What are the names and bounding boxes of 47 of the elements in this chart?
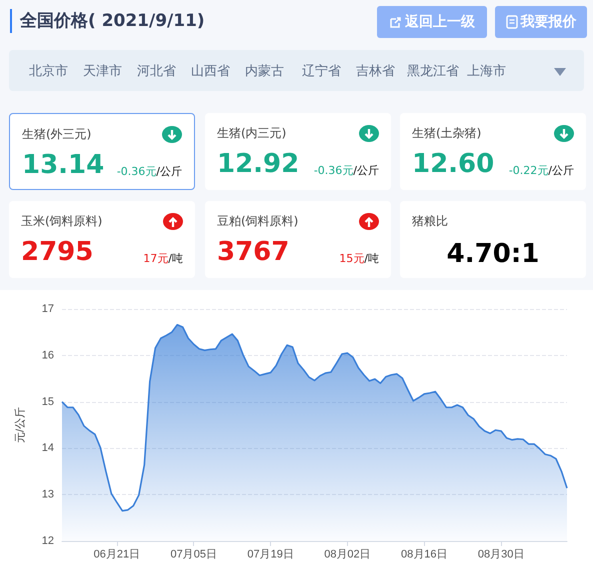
text: 猪粮比 (412, 213, 448, 230)
text: 4.70:1 (446, 239, 540, 269)
text: 2795 (21, 237, 94, 267)
text: 北京市 (29, 63, 68, 80)
y-tick-label: 12 (42, 535, 54, 547)
y-tick-label: 17 (42, 303, 54, 315)
text: 辽宁省 (302, 63, 341, 80)
text: -0.36元 (314, 164, 354, 177)
x-tick-label: 07月19日 (247, 548, 294, 560)
x-tick-label: 07月05日 (170, 548, 217, 560)
text: -0.36元 (116, 165, 156, 178)
x-tick-label: 08月30日 (478, 548, 524, 560)
text: 12.60 (412, 149, 494, 179)
text: 内蒙古 (245, 63, 284, 80)
text: -0.22元 (508, 164, 548, 177)
text: 生猪(内三元) (217, 125, 286, 142)
x-tick-label: 08月02日 (324, 548, 371, 560)
y-tick-label: 15 (42, 396, 54, 408)
text: 玉米(饲料原料) (21, 213, 102, 230)
text: 返回上一级 (405, 13, 475, 31)
text: 豆粕(饲料原料) (217, 213, 298, 230)
text: 山西省 (191, 63, 230, 80)
text: 全国价格( 2021/9/11) (10, 9, 205, 33)
text: 黑龙江省 (407, 63, 459, 80)
y-tick-label: 16 (42, 349, 54, 362)
text: 上海市 (467, 63, 506, 80)
text: 吉林省 (356, 63, 395, 80)
text: 3767 (217, 237, 290, 267)
text: /公斤 (548, 164, 574, 177)
text: 17元 (143, 252, 168, 265)
text: /吨 (364, 252, 379, 265)
text: 13.14 (22, 150, 104, 180)
text: 15元 (339, 252, 364, 265)
text: 我要报价 (520, 13, 576, 31)
x-tick-label: 08月16日 (401, 548, 448, 560)
y-tick-label: 13 (42, 488, 54, 501)
text: 生猪(外三元) (22, 126, 92, 143)
text: 12.92 (217, 149, 300, 179)
text: 天津市 (83, 63, 122, 80)
y-axis-title: 元/公斤 (14, 406, 26, 444)
x-tick-label: 06月21日 (94, 548, 140, 560)
text: 生猪(土杂猪) (412, 125, 482, 142)
y-tick-label: 14 (42, 442, 54, 454)
text: /公斤 (156, 165, 182, 178)
text: 河北省 (137, 63, 176, 80)
text: /公斤 (353, 164, 379, 177)
text: /吨 (168, 252, 183, 265)
